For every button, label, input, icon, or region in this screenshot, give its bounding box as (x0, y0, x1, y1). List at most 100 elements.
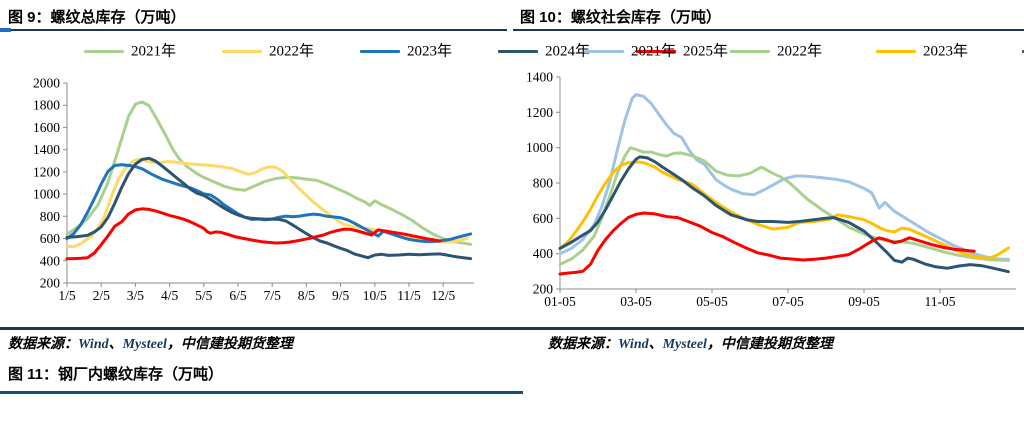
axis-tick-label: 8/5 (298, 288, 316, 303)
axis-tick-label: 2000 (33, 76, 60, 91)
legend-swatch-2024 (1022, 50, 1024, 54)
legend-label-2022: 2022年 (269, 43, 315, 60)
axis-tick-label: 05-05 (696, 294, 728, 309)
source-wind: Wind (78, 336, 109, 352)
axis-tick-label: 600 (533, 211, 554, 226)
legend-label-2024: 2024年 (545, 43, 591, 60)
legend-label-2021: 2021年 (131, 43, 177, 60)
figure-9-source-note: 数据来源：Wind、Mysteel，中信建投期货整理 (0, 330, 520, 355)
legend-label-2023: 2023年 (923, 43, 969, 60)
axis-tick-label: 11-05 (925, 294, 956, 309)
legend-item-2024: 2024年 (1022, 40, 1024, 63)
series-2024-line (558, 155, 1010, 274)
legend-label-2025: 2025年 (683, 43, 729, 60)
figure-9-panel: 图 9：螺纹总库存（万吨） 2021年 2022年 2023年 2024年 2025年 … (0, 0, 728, 309)
source-prefix: 数据来源： (8, 336, 78, 352)
figure-9-chart: 2021年 2022年 2023年 2024年 2025年 200 400 600 800 10… (0, 40, 728, 309)
legend-item-2022: 2022年 (222, 40, 360, 63)
figure-10-line-chart: 200 400 600 800 1000 1200 1400 01-05 03-05 05-05 0… (526, 70, 1016, 309)
charts-row: 图 9：螺纹总库存（万吨） 2021年 2022年 2023年 2024年 2025年 … (0, 0, 1024, 309)
legend-swatch-2024 (498, 50, 538, 54)
source-mysteel: Mysteel (662, 336, 707, 352)
legend-swatch-2023 (360, 50, 400, 54)
axis-tick-label: 09-05 (848, 294, 880, 309)
axis-tick-label: 12/5 (431, 288, 455, 303)
legend-swatch-2022 (222, 50, 262, 54)
figure-10-source-note: 数据来源：Wind、Mysteel，中信建投期货整理 (520, 330, 1024, 355)
figure-10-legend: 2021年 2022年 2023年 2024年 2025年 (512, 40, 1024, 63)
axis-tick-label: 10/5 (363, 288, 387, 303)
axes (556, 76, 1016, 293)
source-prefix: 数据来源： (548, 336, 618, 352)
series-2022-line (558, 146, 1010, 266)
axis-tick-label: 2/5 (93, 288, 111, 303)
series-2021-line (65, 100, 473, 246)
series-2024-line (65, 156, 473, 261)
axis-tick-label: 1400 (33, 142, 60, 157)
axis-tick-label: 5/5 (195, 288, 213, 303)
axis-tick-label: 1600 (33, 120, 60, 135)
axis-tick-label: 1200 (33, 164, 60, 179)
axis-tick-label: 200 (40, 276, 61, 291)
legend-item-2025: 2025年 (636, 40, 774, 63)
figure-9-title-rule (0, 28, 507, 32)
source-separator: 、 (648, 336, 663, 352)
axis-tick-label: 9/5 (332, 288, 350, 303)
axis-tick-label: 1200 (526, 105, 553, 120)
figure-10-title-rule (513, 29, 1024, 31)
series-2025-line (558, 211, 976, 276)
source-row: 数据来源：Wind、Mysteel，中信建投期货整理 数据来源：Wind、Mys… (0, 330, 1024, 355)
series-2021-line (558, 93, 1010, 261)
axis-tick-label: 400 (533, 246, 554, 261)
source-mysteel: Mysteel (122, 336, 167, 352)
legend-label-2023: 2023年 (407, 43, 453, 60)
axis-tick-label: 800 (533, 176, 554, 191)
figure-9-title: 图 9：螺纹总库存（万吨） (8, 9, 186, 26)
source-suffix: ，中信建投期货整理 (706, 336, 833, 352)
figure-9-legend: 2021年 2022年 2023年 2024年 2025年 (0, 40, 728, 63)
legend-label-2022: 2022年 (777, 43, 823, 60)
legend-swatch-2021 (84, 50, 124, 54)
source-separator: 、 (108, 336, 123, 352)
series-2025-line (65, 207, 442, 261)
axis-tick-label: 4/5 (161, 288, 179, 303)
figure-11-title: 图 11：钢厂内螺纹库存（万吨） (8, 365, 224, 383)
axis-tick-label: 6/5 (229, 288, 247, 303)
axis-tick-label: 01-05 (544, 294, 576, 309)
figure-10-panel: 图 10：螺纹社会库存（万吨） 2021年 2022年 2023年 2024年 2025… (512, 0, 1024, 309)
legend-swatch-2023 (876, 50, 916, 54)
axis-tick-label: 800 (40, 209, 61, 224)
figure-10-chart: 2021年 2022年 2023年 2024年 2025年 200 400 600 800 10… (512, 40, 1024, 309)
legend-label-2021: 2021年 (631, 43, 677, 60)
legend-swatch-2021 (584, 50, 624, 54)
figure-9-line-chart: 200 400 600 800 1000 1200 1400 1600 1800 2000 1/5 2… (33, 76, 474, 303)
axis-tick-label: 400 (40, 253, 61, 268)
axis-tick-label: 3/5 (127, 288, 145, 303)
figure-10-title: 图 10：螺纹社会库存（万吨） (520, 9, 721, 26)
axis-tick-label: 1/5 (58, 288, 76, 303)
legend-item-2023: 2023年 (360, 40, 498, 63)
series-2023-line (558, 160, 1010, 260)
source-wind: Wind (618, 336, 649, 352)
source-divider-rule (0, 327, 1024, 330)
title-rule-accent (0, 28, 11, 32)
axis-tick-label: 1800 (33, 98, 60, 113)
legend-item-2024: 2024年 (498, 40, 636, 63)
figure-11-title-rule (0, 390, 523, 394)
legend-item-2021: 2021年 (584, 40, 730, 63)
axis-tick-label: 600 (40, 231, 61, 246)
axis-tick-label: 200 (533, 282, 554, 297)
axis-tick-label: 03-05 (620, 294, 652, 309)
axes (63, 82, 474, 287)
source-suffix: ，中信建投期货整理 (166, 336, 293, 352)
legend-swatch-2022 (730, 50, 770, 54)
legend-item-2023: 2023年 (876, 40, 1022, 63)
axis-tick-label: 07-05 (772, 294, 804, 309)
axis-tick-label: 1000 (526, 140, 553, 155)
legend-item-2022: 2022年 (730, 40, 876, 63)
legend-swatch-2025 (636, 50, 676, 54)
axis-tick-label: 11/5 (397, 288, 421, 303)
axis-tick-label: 1400 (526, 70, 553, 85)
axis-tick-label: 7/5 (264, 288, 282, 303)
